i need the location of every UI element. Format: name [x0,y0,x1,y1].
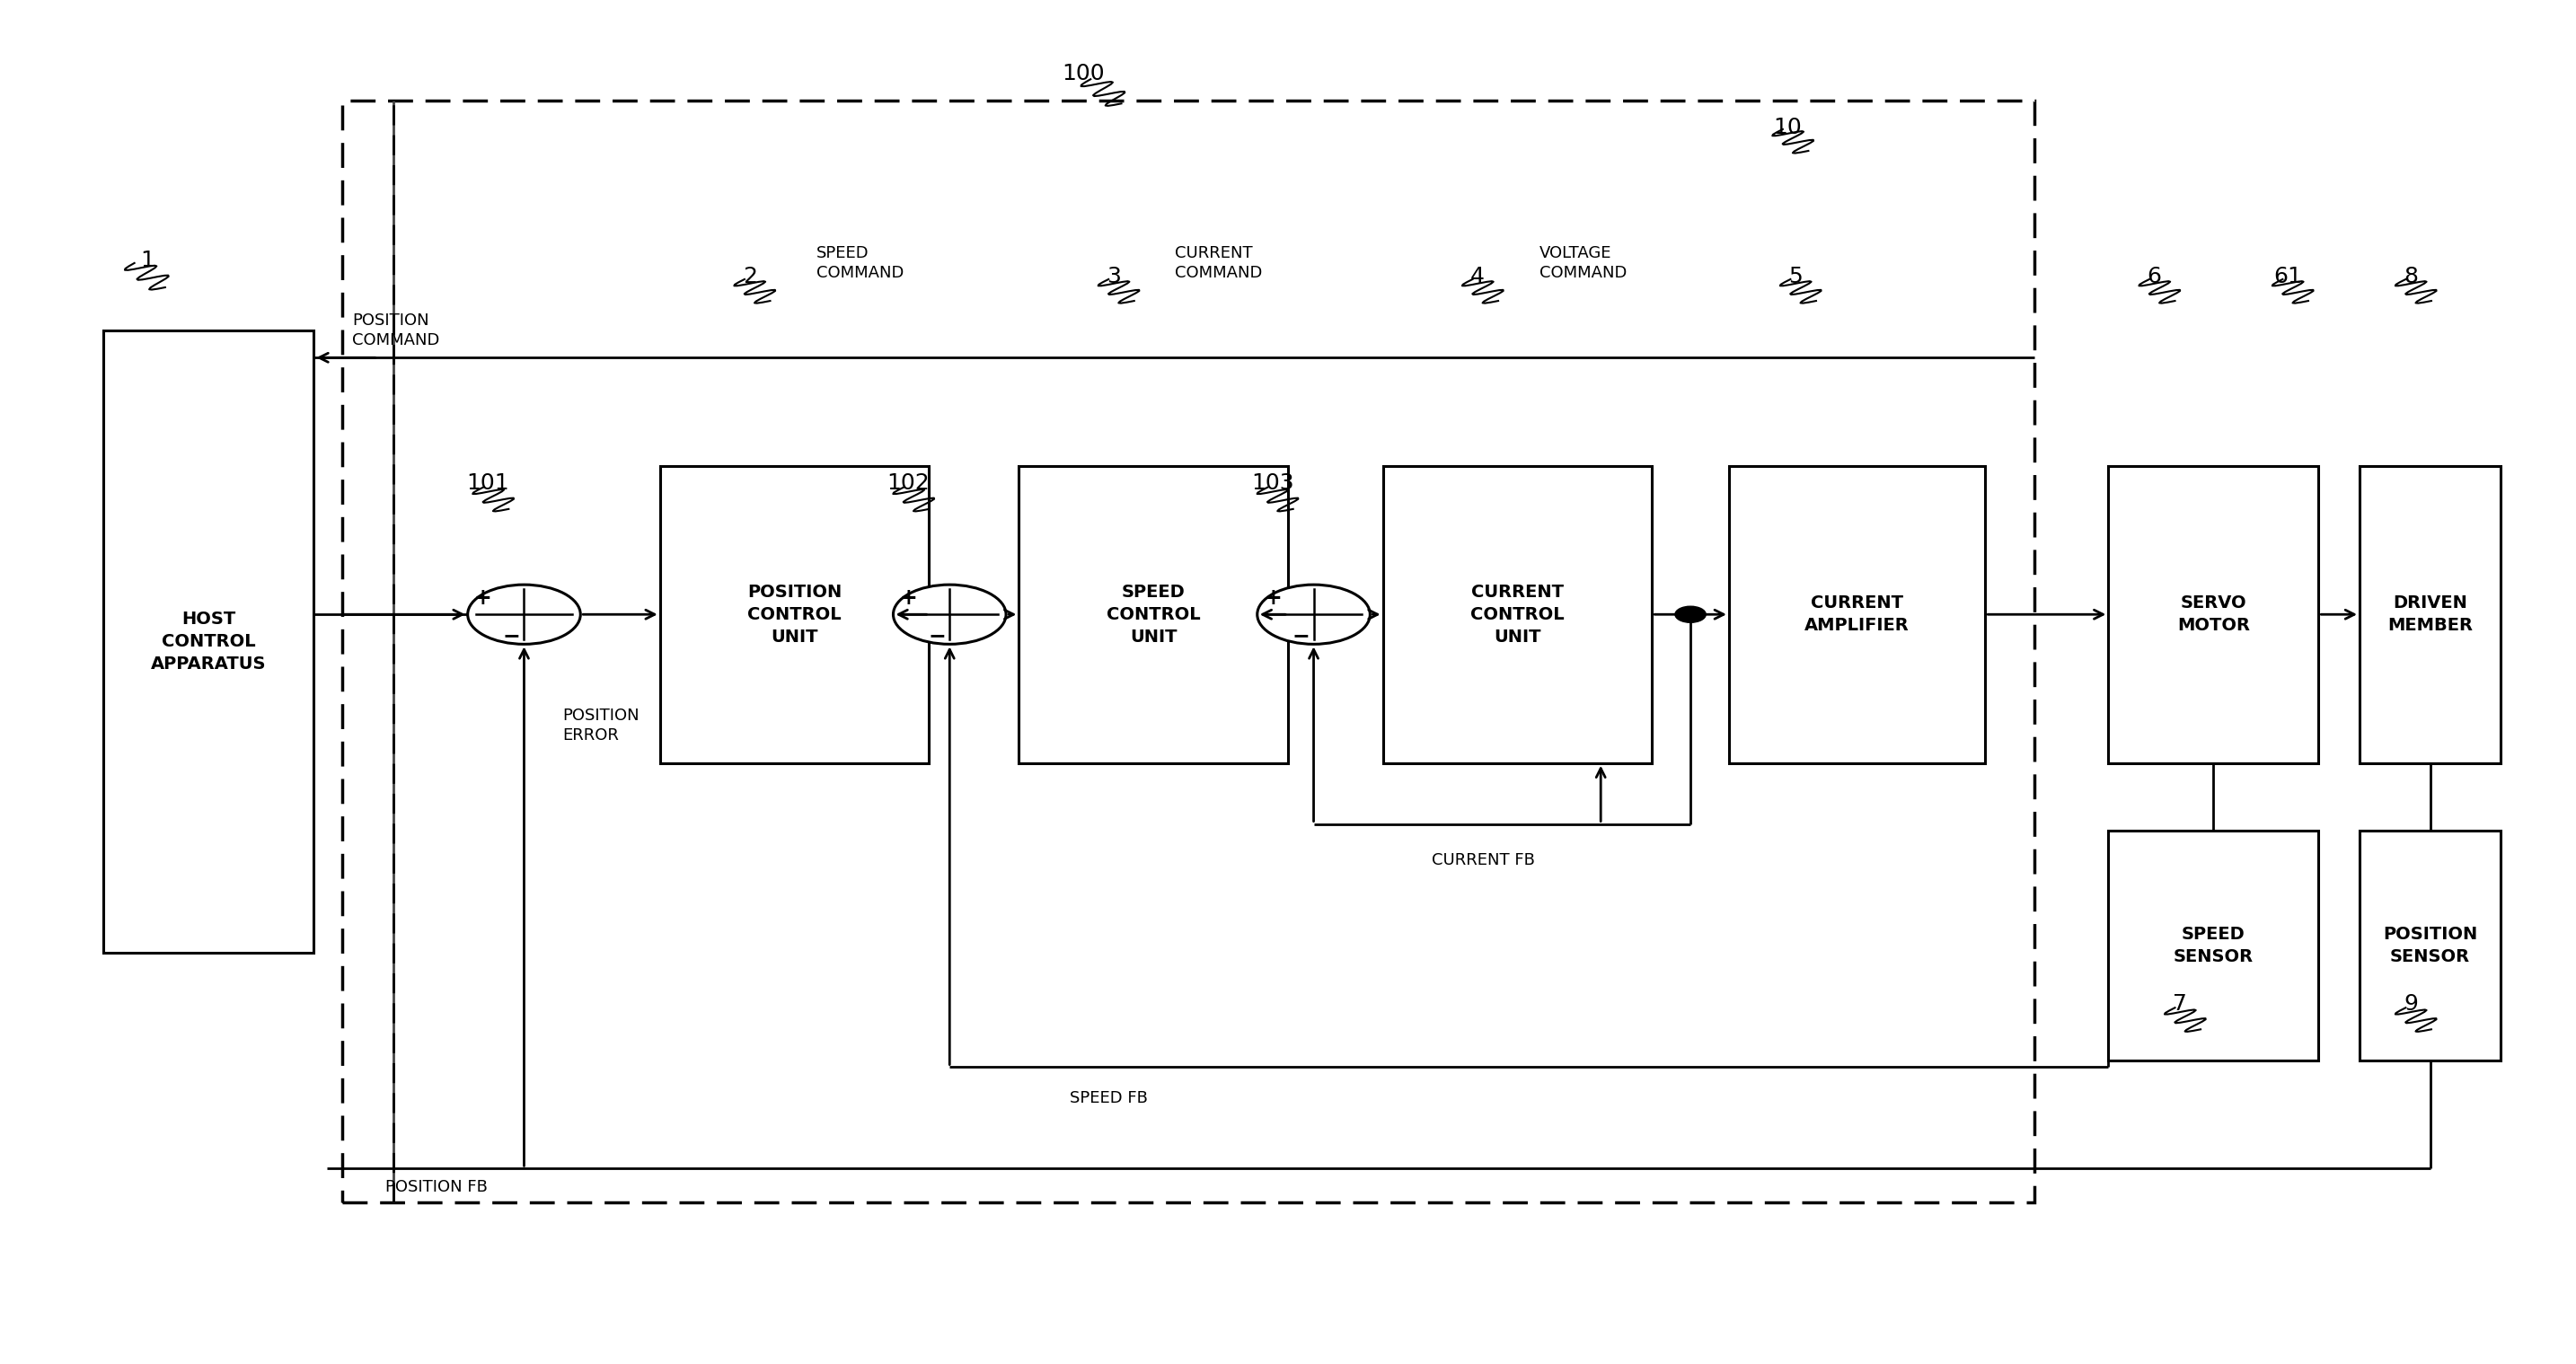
Text: SPEED FB: SPEED FB [1069,1090,1149,1106]
Text: POSITION
CONTROL
UNIT: POSITION CONTROL UNIT [747,584,842,645]
Circle shape [894,585,1007,644]
Text: SERVO
MOTOR: SERVO MOTOR [2177,595,2249,634]
Text: 4: 4 [1471,266,1484,288]
Text: CURRENT
COMMAND: CURRENT COMMAND [1175,246,1262,281]
Text: −: − [502,625,520,647]
Bar [2107,465,2318,762]
Text: 103: 103 [1252,472,1293,494]
Bar [2360,465,2501,762]
Text: SPEED
SENSOR: SPEED SENSOR [2174,926,2254,966]
Text: 7: 7 [2174,993,2187,1015]
Text: 9: 9 [2403,993,2419,1015]
Text: VOLTAGE
COMMAND: VOLTAGE COMMAND [1540,246,1625,281]
Bar [343,101,2035,1202]
Text: 101: 101 [466,472,510,494]
Text: 100: 100 [1061,63,1105,85]
Text: −: − [927,625,945,647]
Circle shape [469,585,580,644]
Bar [2360,831,2501,1060]
Text: CURRENT
CONTROL
UNIT: CURRENT CONTROL UNIT [1471,584,1564,645]
Bar [1728,465,1986,762]
Bar [103,330,314,952]
Text: 61: 61 [2275,266,2303,288]
Text: POSITION FB: POSITION FB [386,1180,487,1196]
Text: CURRENT FB: CURRENT FB [1432,852,1535,869]
Text: HOST
CONTROL
APPARATUS: HOST CONTROL APPARATUS [152,611,265,672]
Text: 102: 102 [886,472,930,494]
Text: −: − [1293,625,1309,647]
Text: 2: 2 [742,266,757,288]
Bar [1383,465,1651,762]
Text: 10: 10 [1775,117,1803,139]
Bar [1020,465,1288,762]
Text: POSITION
COMMAND: POSITION COMMAND [353,312,440,349]
Text: +: + [474,588,492,608]
Circle shape [1257,585,1370,644]
Bar [659,465,930,762]
Text: 8: 8 [2403,266,2419,288]
Text: SPEED
CONTROL
UNIT: SPEED CONTROL UNIT [1108,584,1200,645]
Circle shape [1674,607,1705,622]
Text: 5: 5 [1788,266,1803,288]
Text: 6: 6 [2148,266,2161,288]
Text: 1: 1 [139,250,155,271]
Text: +: + [1265,588,1280,608]
Text: DRIVEN
MEMBER: DRIVEN MEMBER [2388,595,2473,634]
Text: POSITION
SENSOR: POSITION SENSOR [2383,926,2478,966]
Text: SPEED
COMMAND: SPEED COMMAND [817,246,904,281]
Text: CURRENT
AMPLIFIER: CURRENT AMPLIFIER [1806,595,1909,634]
Bar [2107,831,2318,1060]
Text: POSITION
ERROR: POSITION ERROR [562,707,639,743]
Text: 3: 3 [1108,266,1121,288]
Text: +: + [899,588,917,608]
